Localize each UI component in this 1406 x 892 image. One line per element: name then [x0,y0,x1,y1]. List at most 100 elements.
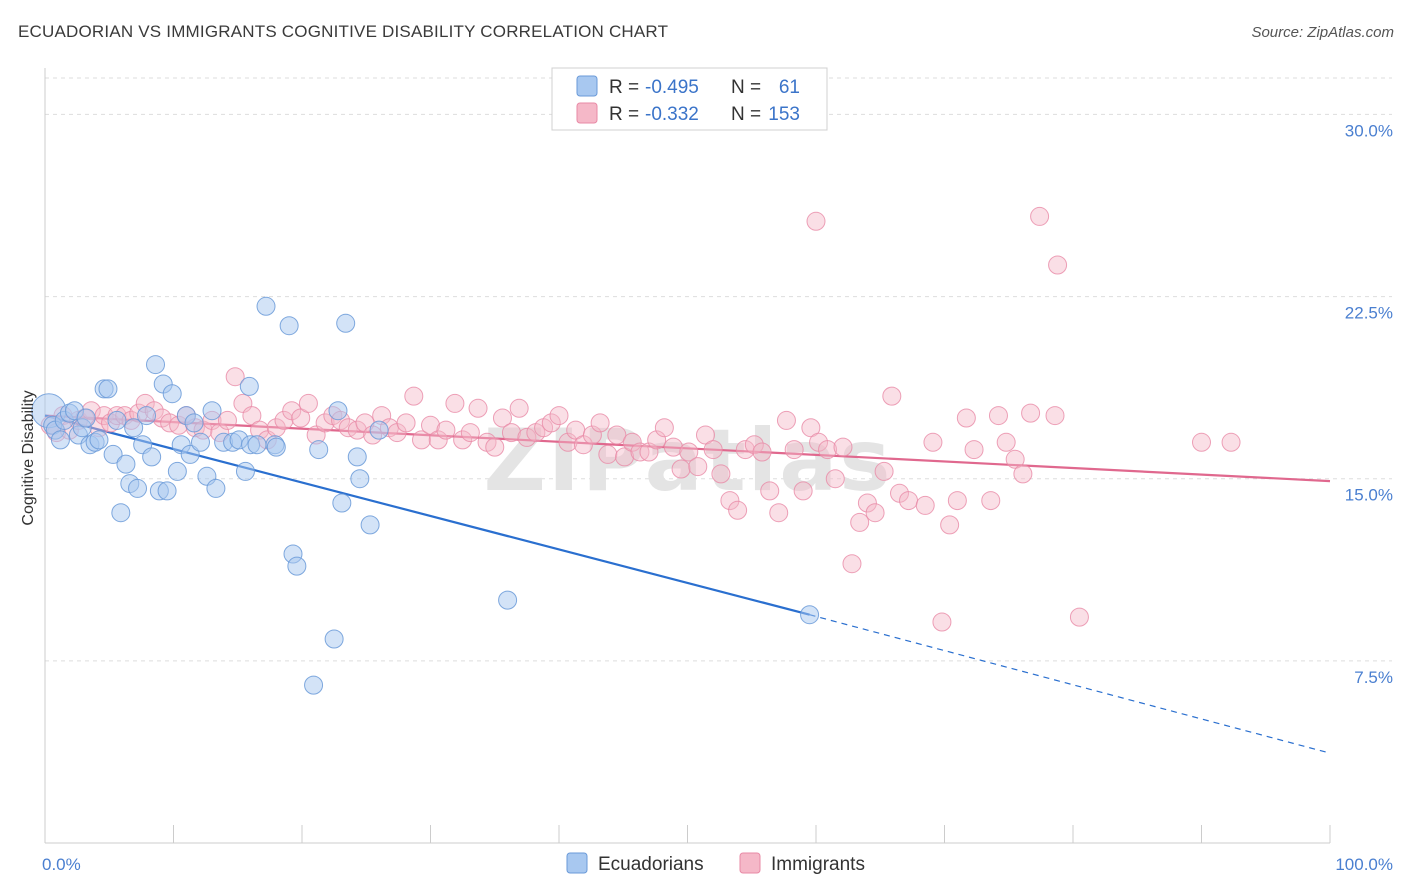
immigrants-point-88 [735,440,755,460]
immigrants-point-58 [492,408,512,428]
immigrants-point-80 [671,459,691,479]
immigrants-point-122 [1045,406,1065,426]
ecuadorians-point-52 [304,675,324,695]
ecuadorians-point-29 [162,384,182,404]
ecuadorians-point-34 [184,413,204,433]
ecuadorians-swatch [576,75,598,97]
ecuadorians-point-45 [247,435,267,455]
ecuadorians-point-35 [190,432,210,452]
ecuadorians-point-63 [800,605,820,625]
immigrants-point-121 [1021,403,1041,423]
immigrants-point-113 [947,491,967,511]
immigrants-point-127 [1192,432,1211,452]
immigrants-point-66 [558,432,578,452]
ecuadorians-point-9 [76,408,96,428]
ecuadorians-point-23 [137,406,157,426]
immigrants-point-54 [460,423,480,443]
immigrants-point-94 [784,440,804,460]
y-tick-label-0: 7.5% [1354,668,1393,687]
legend-r-label-1: R = [609,77,639,98]
immigrants-point-126 [1048,255,1068,275]
immigrants-point-40 [347,420,367,440]
ecuadorians-point-20 [124,418,144,438]
ecuadorians-point-56 [332,493,352,513]
immigrants-point-95 [793,481,813,501]
immigrants-point-59 [501,423,521,443]
immigrants-point-33 [291,408,311,428]
ecuadorians-points [31,296,820,695]
ecuadorians-point-46 [256,296,276,316]
ecuadorians-legend-swatch [566,852,588,874]
ecuadorians-point-43 [235,461,255,481]
ecuadorians-point-51 [287,556,307,576]
legend-r-value-2: -0.332 [645,104,699,125]
ecuadorians-point-25 [146,355,166,375]
ecuadorians-point-60 [360,515,380,535]
ecuadorians-point-12 [89,430,109,450]
immigrants-point-76 [639,442,659,462]
immigrants-point-72 [607,425,627,445]
immigrants-point-83 [695,425,715,445]
x-tick-labels: 0.0% 100.0% [42,855,1393,874]
immigrants-legend-swatch [739,852,761,874]
y-tick-label-2: 22.5% [1345,304,1393,323]
immigrants-point-93 [776,410,796,430]
immigrants-point-61 [517,427,537,447]
immigrants-point-112 [940,515,960,535]
immigrants-swatch [576,102,598,124]
immigrants-point-110 [923,432,943,452]
immigrants-point-92 [769,503,789,523]
immigrants-point-64 [541,413,561,433]
immigrants-point-117 [988,406,1008,426]
immigrants-point-82 [688,457,708,477]
y-axis-label: Cognitive Disability [20,390,37,525]
immigrants-point-78 [654,418,674,438]
immigrants-point-50 [428,430,448,450]
ecuadorians-point-49 [279,316,299,336]
immigrants-point-48 [412,430,432,450]
immigrants-point-124 [806,211,826,231]
immigrants-point-27 [242,406,262,426]
immigrants-point-103 [857,493,877,513]
immigrants-point-119 [1005,449,1025,469]
ecuadorians-point-48 [266,437,286,457]
ecuadorians-point-24 [142,447,162,467]
ecuadorians-point-53 [309,440,329,460]
immigrants-legend-label: Immigrants [771,854,865,875]
ecuadorians-point-62 [498,590,518,610]
immigrants-point-106 [882,386,902,406]
immigrants-point-90 [752,442,772,462]
immigrants-point-52 [445,393,465,413]
immigrants-point-24 [217,410,237,430]
ecuadorians-point-21 [128,478,148,498]
immigrants-point-109 [915,495,935,515]
immigrants-point-74 [622,432,642,452]
immigrants-point-116 [981,491,1001,511]
legend-r-label-2: R = [609,104,639,125]
ecuadorians-point-54 [324,629,344,649]
immigrants-point-115 [964,440,984,460]
immigrants-point-86 [720,491,740,511]
immigrants-point-79 [663,437,683,457]
immigrants-point-108 [899,491,919,511]
ecuadorians-point-42 [239,376,259,396]
series-legend: Ecuadorians Immigrants [566,852,865,875]
immigrants-point-114 [956,408,976,428]
chart-title: ECUADORIAN VS IMMIGRANTS COGNITIVE DISAB… [18,22,669,41]
immigrants-point-47 [404,386,424,406]
immigrants-trend-line [44,414,1331,483]
immigrants-point-120 [1013,464,1033,484]
ecuadorians-point-38 [206,478,226,498]
ecuadorians-point-59 [350,469,370,489]
ecuadorians-trend-line [44,414,810,616]
ecuadorians-point-55 [328,401,348,421]
immigrants-point-100 [833,437,853,457]
immigrants-point-71 [598,444,618,464]
legend-r-value-1: -0.495 [645,77,699,98]
legend-n-label-2: N = [731,104,761,125]
immigrants-point-101 [842,554,862,574]
trend-lines [44,414,1331,754]
immigrants-point-69 [582,425,602,445]
ecuadorians-legend-label: Ecuadorians [598,854,704,875]
grid-lines [45,77,1392,662]
